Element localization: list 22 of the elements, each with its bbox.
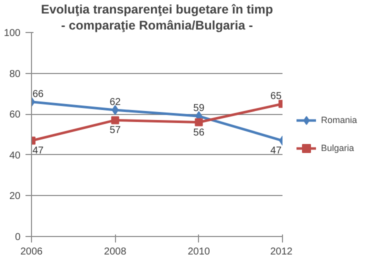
- data-label: 66: [32, 88, 44, 100]
- data-label: 57: [110, 125, 122, 136]
- y-tick-label: 0: [14, 232, 21, 243]
- x-tick-label: 2012: [270, 246, 293, 258]
- data-label: 47: [270, 146, 282, 157]
- y-tick-label: 100: [4, 28, 21, 39]
- x-tick-label: 2006: [20, 246, 44, 258]
- data-label: 47: [32, 146, 44, 157]
- legend-label: Romania: [321, 115, 358, 125]
- y-tick-label: 40: [9, 150, 21, 162]
- y-tick-label: 80: [9, 68, 21, 80]
- data-label: 62: [110, 97, 122, 108]
- data-label: 65: [270, 90, 282, 102]
- chart-subtitle: - comparaţie România/Bulgaria -: [61, 18, 253, 32]
- y-tick-label: 60: [9, 110, 21, 121]
- data-label: 56: [193, 127, 205, 138]
- x-tick-label: 2010: [188, 246, 210, 258]
- legend-label: Bulgaria: [321, 143, 354, 153]
- chart-title: Evoluţia transparenţei bugetare în timp: [41, 2, 274, 16]
- data-label: 59: [193, 103, 205, 114]
- y-tick-label: 20: [9, 191, 21, 202]
- x-tick-label: 2008: [104, 246, 127, 258]
